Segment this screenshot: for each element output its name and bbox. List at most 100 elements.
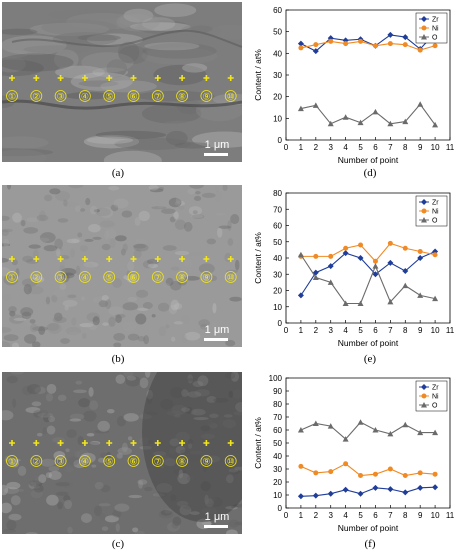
legend-marker	[421, 402, 427, 408]
plus-marker-icon	[81, 256, 88, 262]
data-point-o	[297, 427, 304, 433]
plus-marker-icon	[154, 440, 161, 446]
scale-bar	[204, 338, 228, 341]
legend-label: O	[432, 218, 438, 225]
y-tick-label: 50	[273, 238, 282, 247]
data-point-ni	[358, 242, 364, 248]
point-label: ④	[81, 273, 89, 283]
measurement-point: ⑧	[176, 256, 189, 283]
point-circle	[176, 455, 189, 467]
legend-marker	[421, 208, 427, 214]
data-point-o	[312, 102, 319, 108]
measurement-point: ⑦	[151, 75, 164, 102]
legend-marker	[421, 384, 427, 390]
measurement-point: ⑦	[151, 256, 164, 283]
measurement-point: ⑧	[176, 440, 189, 467]
plus-marker-icon	[130, 256, 137, 262]
data-point-o	[432, 121, 439, 128]
series-zr	[297, 484, 439, 500]
y-axis-label: Content / at%	[253, 232, 263, 284]
series-ni	[298, 38, 438, 53]
point-circle	[54, 90, 67, 102]
measurement-point: ④	[79, 75, 91, 102]
data-point-ni	[358, 473, 364, 478]
point-circle	[79, 455, 91, 467]
y-axis-label: Content / at%	[253, 417, 263, 469]
data-point-ni	[417, 249, 423, 254]
x-tick-label: 4	[343, 143, 348, 152]
point-circle	[127, 455, 140, 467]
data-point-ni	[328, 253, 334, 259]
y-tick-label: 20	[273, 93, 282, 102]
point-circle	[224, 455, 237, 467]
plus-marker-icon	[179, 75, 186, 81]
point-circle	[103, 271, 116, 283]
measurement-point: ⑤	[103, 75, 116, 102]
plus-marker-icon	[106, 75, 113, 81]
data-point-o	[402, 282, 409, 289]
measurement-point: ②	[30, 440, 43, 467]
y-tick-label: 80	[273, 400, 282, 409]
data-point-o	[327, 423, 334, 429]
data-point-ni	[313, 470, 319, 476]
scale-bar-label: 1 μm	[205, 324, 230, 336]
point-circle	[176, 271, 189, 283]
measurement-point: ①	[6, 440, 18, 467]
point-label: ⑦	[154, 92, 162, 102]
measurement-point: ③	[54, 440, 67, 467]
sem-image-b: ① ② ③ ④ ⑤ ⑥ ⑦ ⑧ ⑨ ⑩ 1 μm	[2, 185, 242, 347]
data-point-o	[417, 292, 424, 298]
x-tick-label: 4	[343, 511, 348, 520]
x-tick-label: 0	[284, 326, 289, 335]
data-point-o	[297, 251, 304, 258]
series-line-zr	[300, 486, 436, 497]
data-point-zr	[297, 40, 304, 47]
dark-region	[142, 372, 242, 522]
y-tick-label: 50	[273, 439, 282, 448]
data-point-ni	[358, 38, 364, 44]
point-circle	[30, 455, 43, 467]
y-tick-label: 30	[273, 270, 282, 279]
point-label: ⑨	[202, 92, 210, 102]
point-label: ⑦	[154, 457, 162, 467]
point-label: ⑩	[227, 457, 235, 467]
data-point-o	[387, 298, 394, 305]
y-tick-label: 30	[273, 71, 282, 80]
data-point-ni	[372, 258, 378, 264]
data-point-zr	[417, 255, 424, 261]
point-label: ⑥	[129, 92, 137, 102]
y-tick-label: 60	[273, 426, 282, 435]
series-ni	[298, 461, 438, 478]
series-line-o	[300, 254, 436, 305]
measurement-point: ③	[54, 256, 67, 283]
measurement-point: ⑧	[176, 75, 189, 102]
point-label: ⑨	[202, 457, 210, 467]
point-circle	[79, 90, 91, 102]
y-tick-label: 60	[273, 222, 282, 231]
point-circle	[6, 271, 18, 283]
data-point-zr	[387, 486, 394, 493]
data-point-zr	[387, 259, 394, 266]
legend-marker	[421, 393, 427, 399]
data-point-ni	[402, 473, 408, 478]
data-point-zr	[387, 31, 394, 38]
data-point-o	[372, 263, 379, 269]
x-tick-label: 8	[403, 511, 408, 520]
point-circle	[200, 90, 213, 102]
data-point-ni	[328, 469, 334, 475]
legend-marker	[421, 25, 427, 31]
data-point-ni	[343, 41, 349, 47]
line-chart-e: 0 10 20 30 40 50 60 70 80 0 1 2 3 4 5 6 7 8 9 10 11 Number of…	[250, 183, 457, 351]
x-tick-label: 0	[284, 511, 289, 520]
data-point-o	[402, 118, 409, 125]
data-point-zr	[342, 250, 349, 257]
sem-background	[2, 2, 242, 162]
x-tick-label: 8	[403, 143, 408, 152]
data-point-zr	[327, 263, 334, 270]
data-point-ni	[372, 471, 378, 477]
x-tick-label: 11	[446, 143, 455, 152]
legend-marker	[421, 199, 427, 205]
x-tick-label: 9	[418, 511, 423, 520]
x-tick-label: 10	[431, 143, 440, 152]
data-point-zr	[402, 268, 409, 274]
